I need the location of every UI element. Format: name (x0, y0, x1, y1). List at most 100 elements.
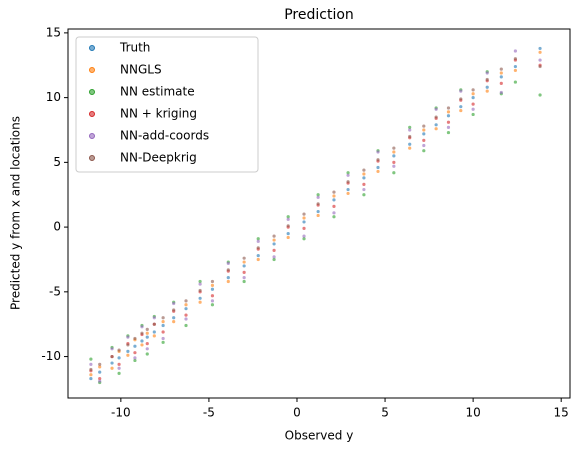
point (272, 238, 276, 242)
point (286, 215, 290, 219)
legend-marker (89, 67, 95, 73)
point (272, 248, 276, 252)
point (242, 275, 246, 280)
point (346, 191, 350, 196)
point (161, 340, 165, 344)
point (126, 349, 130, 353)
x-tick-label: -10 (111, 406, 131, 420)
x-axis-label: Observed y (285, 429, 354, 443)
point (198, 282, 202, 286)
point (362, 172, 366, 176)
point (316, 193, 320, 197)
point (133, 358, 137, 363)
point (242, 260, 246, 264)
point (485, 89, 489, 93)
point (126, 353, 130, 357)
point (434, 127, 438, 131)
point (172, 308, 176, 312)
point (256, 237, 260, 241)
legend-label: NNGLS (120, 63, 162, 77)
y-tick-label: 10 (46, 90, 61, 104)
point (446, 130, 451, 135)
point (499, 81, 503, 85)
y-tick-label: -10 (41, 349, 61, 363)
point (362, 193, 366, 197)
point (408, 125, 412, 129)
y-tick-label: 0 (53, 220, 61, 234)
point (499, 90, 503, 95)
point (98, 362, 102, 366)
point (332, 215, 336, 219)
x-tick-label: 5 (381, 406, 389, 420)
point (140, 325, 144, 329)
legend-box (75, 36, 259, 173)
point (316, 202, 320, 206)
point (408, 134, 412, 139)
legend-marker (89, 133, 95, 139)
point (140, 331, 144, 335)
point (471, 96, 475, 100)
legend-label: NN-Deepkrig (120, 151, 197, 165)
point (145, 342, 149, 346)
point (98, 370, 102, 374)
point (152, 330, 156, 334)
point (256, 239, 260, 243)
point (376, 158, 380, 162)
legend-label: NN + kriging (120, 107, 197, 121)
point (302, 220, 306, 224)
point (256, 246, 260, 250)
point (408, 128, 412, 132)
point (256, 253, 260, 258)
point (302, 234, 306, 238)
x-tick-label: 15 (554, 406, 569, 420)
point (133, 336, 137, 341)
point (316, 209, 320, 214)
series (89, 50, 542, 377)
point (316, 195, 320, 199)
point (446, 120, 451, 124)
point (434, 123, 438, 127)
series (89, 46, 542, 381)
point (272, 257, 276, 262)
point (198, 296, 202, 300)
point (242, 256, 246, 260)
legend-label: NN estimate (120, 85, 195, 99)
series (89, 57, 542, 372)
point (332, 204, 336, 208)
point (145, 331, 149, 335)
chart-title: Prediction (284, 7, 354, 23)
y-axis-label: Predicted y from x and locations (9, 116, 23, 310)
legend-marker (89, 45, 95, 51)
point (133, 356, 137, 360)
point (110, 366, 114, 370)
point (145, 352, 149, 356)
point (98, 376, 102, 381)
point (408, 142, 412, 146)
point (408, 146, 412, 150)
point (172, 301, 176, 306)
point (513, 68, 517, 73)
point (434, 107, 438, 111)
point (242, 270, 246, 275)
point (499, 67, 503, 71)
point (133, 351, 137, 355)
point (459, 89, 463, 93)
legend-label: NN-add-coords (120, 129, 209, 143)
point (392, 171, 396, 175)
point (89, 362, 93, 366)
legend-marker (89, 89, 95, 95)
point (145, 335, 149, 339)
point (242, 264, 246, 268)
y-tick-label: 15 (46, 25, 61, 39)
legend-marker (89, 111, 95, 117)
point (89, 367, 93, 372)
y-tick-label: -5 (49, 284, 61, 298)
point (538, 58, 542, 62)
point (89, 376, 93, 381)
point (226, 279, 230, 284)
point (152, 316, 156, 320)
point (140, 339, 144, 343)
point (471, 102, 475, 106)
point (422, 124, 426, 128)
